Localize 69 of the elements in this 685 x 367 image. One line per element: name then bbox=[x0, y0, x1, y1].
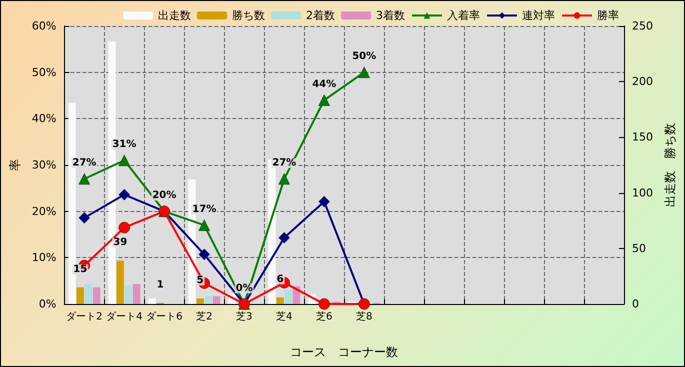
bar bbox=[196, 298, 204, 304]
x-tick-label: 芝6 bbox=[316, 310, 332, 322]
data-label: 44% bbox=[312, 78, 336, 90]
x-tick-label: 芝2 bbox=[196, 310, 212, 322]
legend-label: 勝率 bbox=[597, 9, 619, 22]
y-tick-label: 0% bbox=[38, 298, 56, 310]
y-tick-label: 40% bbox=[32, 112, 56, 126]
data-label: 27% bbox=[272, 158, 296, 169]
bar bbox=[276, 297, 284, 304]
bar bbox=[84, 284, 92, 304]
y-axis-title: 率 bbox=[8, 159, 22, 171]
data-label: 0% bbox=[236, 282, 253, 294]
y2-axis-title: 出走数 勝ち数 bbox=[663, 123, 677, 207]
y2-tick-label: 200 bbox=[632, 75, 653, 88]
legend-label: 3着数 bbox=[376, 9, 405, 22]
y-tick-label: 10% bbox=[32, 251, 56, 264]
point bbox=[118, 154, 130, 166]
x-tick-label: ダート6 bbox=[146, 310, 182, 322]
data-label: 5 bbox=[196, 274, 204, 286]
legend-label: 勝ち数 bbox=[232, 9, 266, 22]
data-label: 17% bbox=[192, 204, 216, 215]
bar bbox=[212, 296, 220, 304]
data-label: 1 bbox=[156, 279, 164, 290]
bar bbox=[148, 298, 156, 304]
y-tick-label: 50% bbox=[32, 66, 56, 79]
point bbox=[318, 298, 330, 310]
bar bbox=[284, 290, 292, 304]
data-label: 39 bbox=[113, 237, 128, 248]
data-label: 31% bbox=[112, 139, 136, 150]
point bbox=[198, 219, 210, 231]
bar bbox=[92, 287, 100, 304]
point bbox=[78, 173, 90, 185]
data-label: 6 bbox=[276, 274, 284, 285]
bar bbox=[132, 284, 140, 304]
x-tick-label: 芝4 bbox=[276, 310, 292, 322]
y2-tick-label: 50 bbox=[632, 242, 646, 255]
legend-label: 入着率 bbox=[447, 9, 480, 22]
bar bbox=[116, 260, 124, 304]
point bbox=[198, 248, 210, 260]
x-axis-title: コース コーナー数 bbox=[290, 345, 398, 359]
point bbox=[278, 173, 290, 185]
data-label: 50% bbox=[352, 51, 376, 62]
point bbox=[78, 212, 90, 224]
x-tick-label: 芝8 bbox=[356, 310, 372, 322]
bar bbox=[204, 296, 212, 304]
bar bbox=[124, 285, 132, 304]
legend-label: 出走数 bbox=[158, 9, 192, 22]
point bbox=[118, 222, 130, 234]
y2-tick-label: 0 bbox=[632, 298, 639, 310]
point bbox=[358, 66, 370, 78]
point bbox=[278, 232, 290, 244]
legend-label: 2着数 bbox=[306, 9, 336, 22]
data-label: 20% bbox=[152, 190, 176, 202]
y2-tick-label: 100 bbox=[632, 186, 653, 200]
point bbox=[318, 196, 330, 208]
y2-tick-label: 250 bbox=[632, 20, 653, 32]
bar bbox=[76, 287, 84, 304]
y-tick-label: 30% bbox=[32, 158, 56, 172]
point bbox=[318, 94, 330, 106]
x-tick-label: ダート4 bbox=[106, 310, 142, 322]
y-tick-label: 20% bbox=[32, 204, 56, 218]
data-label: 15 bbox=[73, 264, 88, 275]
x-tick-label: ダート2 bbox=[66, 310, 103, 322]
x-tick-label: 芝3 bbox=[236, 310, 252, 322]
data-label: 27% bbox=[72, 158, 96, 169]
legend-label: 連対率 bbox=[522, 9, 555, 22]
point bbox=[118, 188, 130, 200]
y2-tick-label: 150 bbox=[632, 130, 653, 144]
y-tick-label: 60% bbox=[32, 20, 56, 32]
